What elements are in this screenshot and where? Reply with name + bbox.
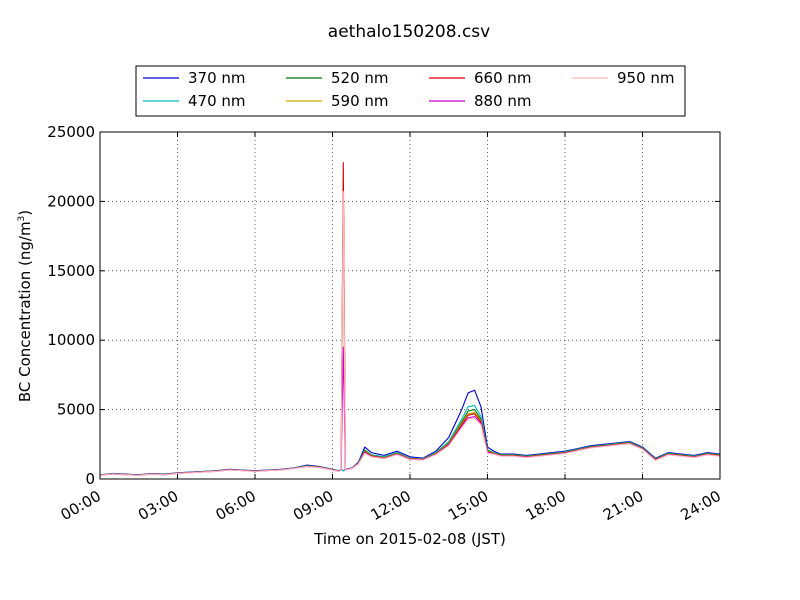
y-axis-label-main: BC Concentration (ng/m [16,221,34,402]
y-axis-label-suffix: ) [16,210,34,216]
series-group [99,161,721,476]
legend-label: 880 nm [474,92,532,110]
y-tick-label: 25000 [47,123,95,141]
y-tick-label: 15000 [47,262,95,280]
chart-title: aethalo150208.csv [328,22,490,42]
legend-label: 950 nm [617,69,675,87]
legend-label: 590 nm [331,92,389,110]
y-tick-label: 10000 [47,331,95,349]
legend-box [135,65,686,117]
y-axis: 0 5000 10000 15000 20000 25000 [47,123,720,488]
legend-label: 520 nm [331,69,389,87]
plot-area [99,131,721,480]
y-tick-label: 5000 [57,401,95,419]
y-axis-label-superscript: 3 [17,216,27,222]
series-line-950-nm [99,191,721,476]
legend: 370 nm 470 nm 520 nm 590 nm 660 nm 880 nm 950 … [135,65,686,117]
y-tick-label: 0 [85,470,95,488]
legend-label: 660 nm [474,69,532,87]
x-axis-label: Time on 2015-02-08 (JST) [313,530,506,548]
y-axis-label: BC Concentration (ng/m3) [16,210,34,402]
y-tick-label: 20000 [47,192,95,210]
grid [100,132,720,479]
legend-label: 470 nm [188,92,246,110]
legend-label: 370 nm [188,69,246,87]
